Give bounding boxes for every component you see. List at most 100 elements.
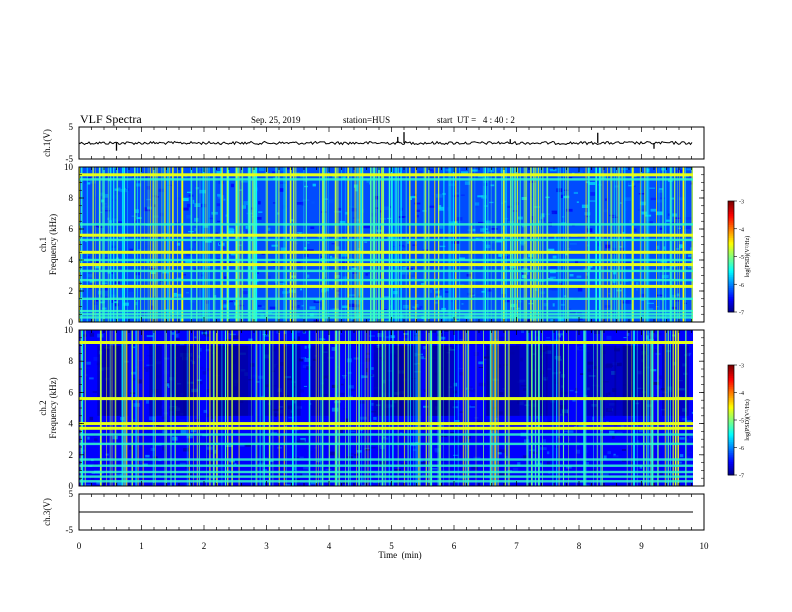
colorbar-step [728, 302, 734, 305]
spectrogram-noise [83, 367, 90, 370]
spectrogram-noise [584, 462, 589, 465]
spectrogram-noise [217, 193, 221, 197]
spectrogram-noise [371, 367, 374, 370]
colorbar-step [728, 425, 734, 428]
spectrogram-noise [674, 300, 680, 302]
spectrogram-noise [658, 188, 663, 190]
spectrogram-noise [132, 253, 136, 257]
colorbar-step [728, 258, 734, 261]
spectrogram-noise [373, 417, 377, 420]
spectrogram-noise [367, 270, 371, 275]
spectrogram-noise [161, 405, 164, 409]
spectrogram-noise [315, 298, 322, 302]
spectrogram-noise [581, 204, 589, 208]
spectrogram-noise [308, 339, 315, 342]
spectrogram-noise [135, 272, 141, 276]
colorbar-step [728, 267, 734, 270]
colorbar-tick-label: -4 [739, 227, 744, 233]
spectrogram-noise [331, 257, 338, 260]
spectrogram-noise [650, 197, 657, 201]
spectrogram-noise [236, 244, 242, 246]
colorbar-step [728, 410, 734, 414]
spectrogram-noise [479, 425, 485, 428]
spectrogram-noise [407, 484, 410, 486]
spectrogram-noise [299, 456, 304, 458]
colorbar-step [728, 449, 734, 452]
spectrogram-noise [364, 447, 370, 450]
spectrogram-noise [663, 246, 666, 250]
y-tick-label: 0 [69, 317, 74, 327]
colorbar-step [728, 416, 734, 419]
spectrogram-noise [454, 420, 460, 422]
x-tick-label: 0 [77, 541, 82, 551]
spectrogram-noise [92, 391, 97, 393]
spectrogram-noise [179, 462, 186, 466]
spectrogram-noise [658, 332, 662, 336]
tone-line [79, 433, 693, 436]
spectrogram-noise [176, 331, 179, 333]
spectrogram-noise [474, 416, 479, 419]
spectrogram-noise [205, 348, 212, 352]
spectrogram-noise [137, 369, 140, 371]
spectrogram-noise [402, 266, 406, 270]
spectrogram-noise [108, 477, 115, 480]
spectrogram-noise [605, 244, 611, 249]
spectrogram-noise [209, 477, 216, 479]
colorbar-step [728, 202, 734, 206]
spectrogram-noise [194, 228, 197, 232]
spectrogram-noise [612, 455, 619, 458]
spectrogram-noise [167, 385, 170, 388]
spectrogram-noise [128, 444, 132, 447]
spectrogram-noise [368, 253, 372, 255]
spectrogram-noise [659, 227, 663, 230]
spectrogram-noise [585, 272, 590, 276]
spectrogram-noise [567, 430, 574, 433]
spectrogram-noise [540, 216, 543, 220]
spectrogram-noise [364, 241, 368, 243]
spectrogram-noise [300, 389, 305, 393]
spectrogram-noise [491, 228, 498, 230]
spectrogram-noise [310, 226, 315, 229]
spectrogram-noise [188, 472, 192, 475]
spectrogram-noise [359, 362, 366, 364]
spectrogram-noise [498, 253, 503, 257]
colorbar-step [728, 215, 734, 219]
spectrogram-noise [497, 452, 502, 455]
x-tick-label: 10 [700, 541, 710, 551]
spectrogram-noise [584, 425, 590, 429]
spectrogram-noise [420, 356, 426, 360]
spectrogram-noise [391, 246, 396, 248]
spectrogram-noise [256, 217, 262, 220]
tone-line [79, 309, 693, 313]
spectrogram-noise [650, 208, 657, 212]
header-station: station=HUS [343, 115, 390, 125]
colorbar-step [728, 372, 734, 375]
spectrogram-noise [687, 451, 693, 454]
spectrogram-noise [480, 228, 486, 232]
spectrogram-noise [606, 335, 612, 340]
spectrogram-noise [309, 306, 316, 310]
spectrogram-noise [186, 253, 193, 257]
spectrogram-noise [512, 467, 519, 472]
spectrogram-noise [573, 191, 578, 194]
spectrogram-noise [348, 385, 354, 389]
spectrogram-noise [401, 216, 406, 218]
spectrogram-noise [347, 371, 352, 374]
spectrogram-noise [580, 373, 586, 375]
spectrogram-noise [304, 358, 310, 362]
spectrogram-noise [412, 448, 417, 452]
spectrogram-noise [453, 240, 460, 244]
spectrogram-noise [297, 336, 300, 340]
spectrogram-noise [167, 383, 170, 387]
spectrogram-noise [552, 296, 558, 298]
spectrogram-noise [656, 245, 660, 250]
spectrogram-noise [146, 206, 152, 210]
spectrogram-quiet-patch [535, 345, 548, 416]
spectrogram-noise [382, 436, 386, 438]
spectrogram-noise [478, 221, 485, 223]
spectrogram-noise [86, 167, 91, 169]
spectrogram-noise [351, 303, 355, 305]
y-tick-label: 0 [69, 481, 74, 491]
spectrogram-noise [348, 452, 355, 455]
spectrogram-noise [452, 221, 458, 225]
